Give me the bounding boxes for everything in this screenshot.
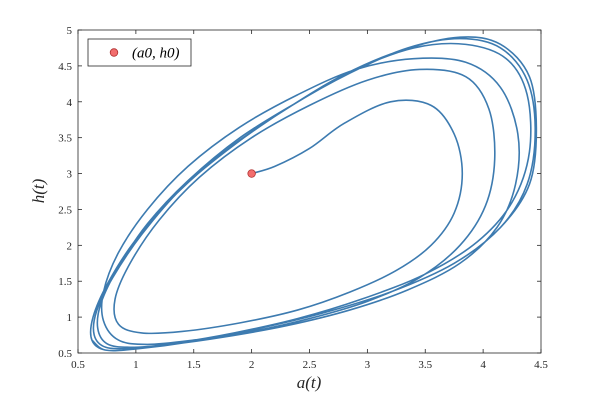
y-tick-label: 0.5 <box>58 348 72 360</box>
x-axis-ticks: 0.5 1 1.5 2 2.5 3 3.5 4 4.5 <box>71 30 548 371</box>
x-tick-label: 2 <box>249 359 255 371</box>
x-tick-label: 1.5 <box>187 359 201 371</box>
legend-label: (a0, h0) <box>132 46 180 62</box>
x-axis-label: a(t) <box>297 373 322 392</box>
legend-box <box>87 38 192 67</box>
trajectory-line <box>89 36 538 352</box>
initial-point-marker <box>247 169 256 178</box>
y-tick-label: 2 <box>67 240 73 252</box>
y-tick-label: 4 <box>67 97 73 109</box>
x-tick-label: 3.5 <box>418 359 432 371</box>
y-tick-label: 4.5 <box>58 61 72 73</box>
x-tick-label: 4.5 <box>534 359 548 371</box>
x-tick-label: 0.5 <box>71 359 85 371</box>
legend-marker <box>109 48 119 57</box>
x-tick-label: 1 <box>133 359 139 371</box>
y-axis-ticks: 0.5 1 1.5 2 2.5 3 3.5 4 4.5 5 <box>58 25 541 360</box>
y-tick-label: 1 <box>67 312 73 324</box>
x-tick-label: 3 <box>365 359 371 371</box>
y-axis-label: h(t) <box>29 178 48 203</box>
axes-box <box>77 29 542 354</box>
trajectory-series <box>89 36 538 352</box>
legend: (a0, h0) <box>87 38 192 67</box>
y-tick-label: 2.5 <box>58 204 72 216</box>
x-tick-label: 2.5 <box>303 359 317 371</box>
y-tick-label: 1.5 <box>58 276 72 288</box>
y-tick-label: 3.5 <box>58 133 72 145</box>
y-tick-label: 3 <box>67 169 73 181</box>
x-tick-label: 4 <box>480 359 486 371</box>
y-tick-label: 5 <box>67 25 73 37</box>
